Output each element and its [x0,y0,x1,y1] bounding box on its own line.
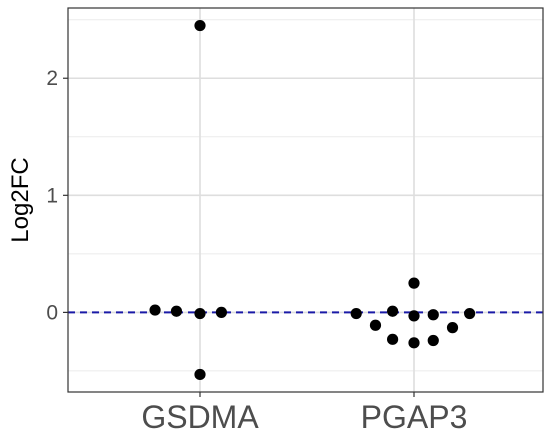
data-point [387,333,399,345]
data-point [194,19,206,32]
x-axis-ticks: GSDMA PGAP3 [141,392,467,435]
data-point [350,307,362,320]
data-point [408,337,420,349]
data-point [408,277,420,289]
data-point [194,368,206,381]
x-tick-label: GSDMA [141,399,259,435]
y-tick-label: 1 [46,184,58,207]
data-point [369,319,382,331]
y-axis-ticks: 0 1 2 [46,67,68,324]
data-point [194,307,206,320]
data-point [387,305,399,317]
data-point [408,310,420,322]
data-point [427,309,439,321]
data-points [149,19,476,381]
data-point [215,306,227,318]
grid-lines [68,8,543,392]
y-axis-title: Log2FC [7,157,34,242]
y-tick-label: 0 [46,301,58,324]
y-tick-label: 2 [46,67,58,90]
panel-border [67,7,544,393]
data-point [446,322,459,334]
x-tick-label: PGAP3 [361,399,468,435]
data-point [464,307,476,320]
data-point [170,305,183,317]
data-point [149,304,161,316]
data-point [427,334,439,347]
